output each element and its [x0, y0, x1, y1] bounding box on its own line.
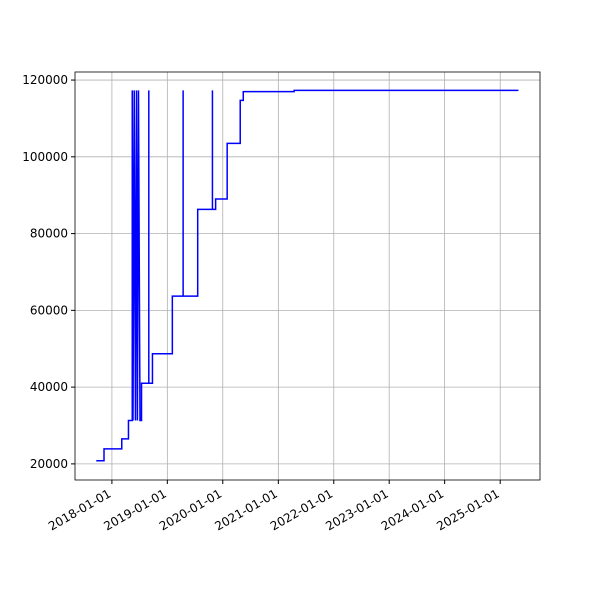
y-tick-label: 20000: [30, 457, 68, 471]
y-tick-label: 100000: [22, 150, 68, 164]
y-tick-label: 80000: [30, 227, 68, 241]
x-tick-label: 2020-01-01: [157, 486, 224, 533]
y-tick-label: 120000: [22, 73, 68, 87]
plot-frame: [74, 71, 541, 481]
y-tick-label: 40000: [30, 380, 68, 394]
x-tick-label: 2024-01-01: [379, 486, 446, 533]
x-tick-label: 2025-01-01: [434, 486, 501, 533]
y-tick-label: 60000: [30, 303, 68, 317]
data-line: [96, 89, 519, 462]
